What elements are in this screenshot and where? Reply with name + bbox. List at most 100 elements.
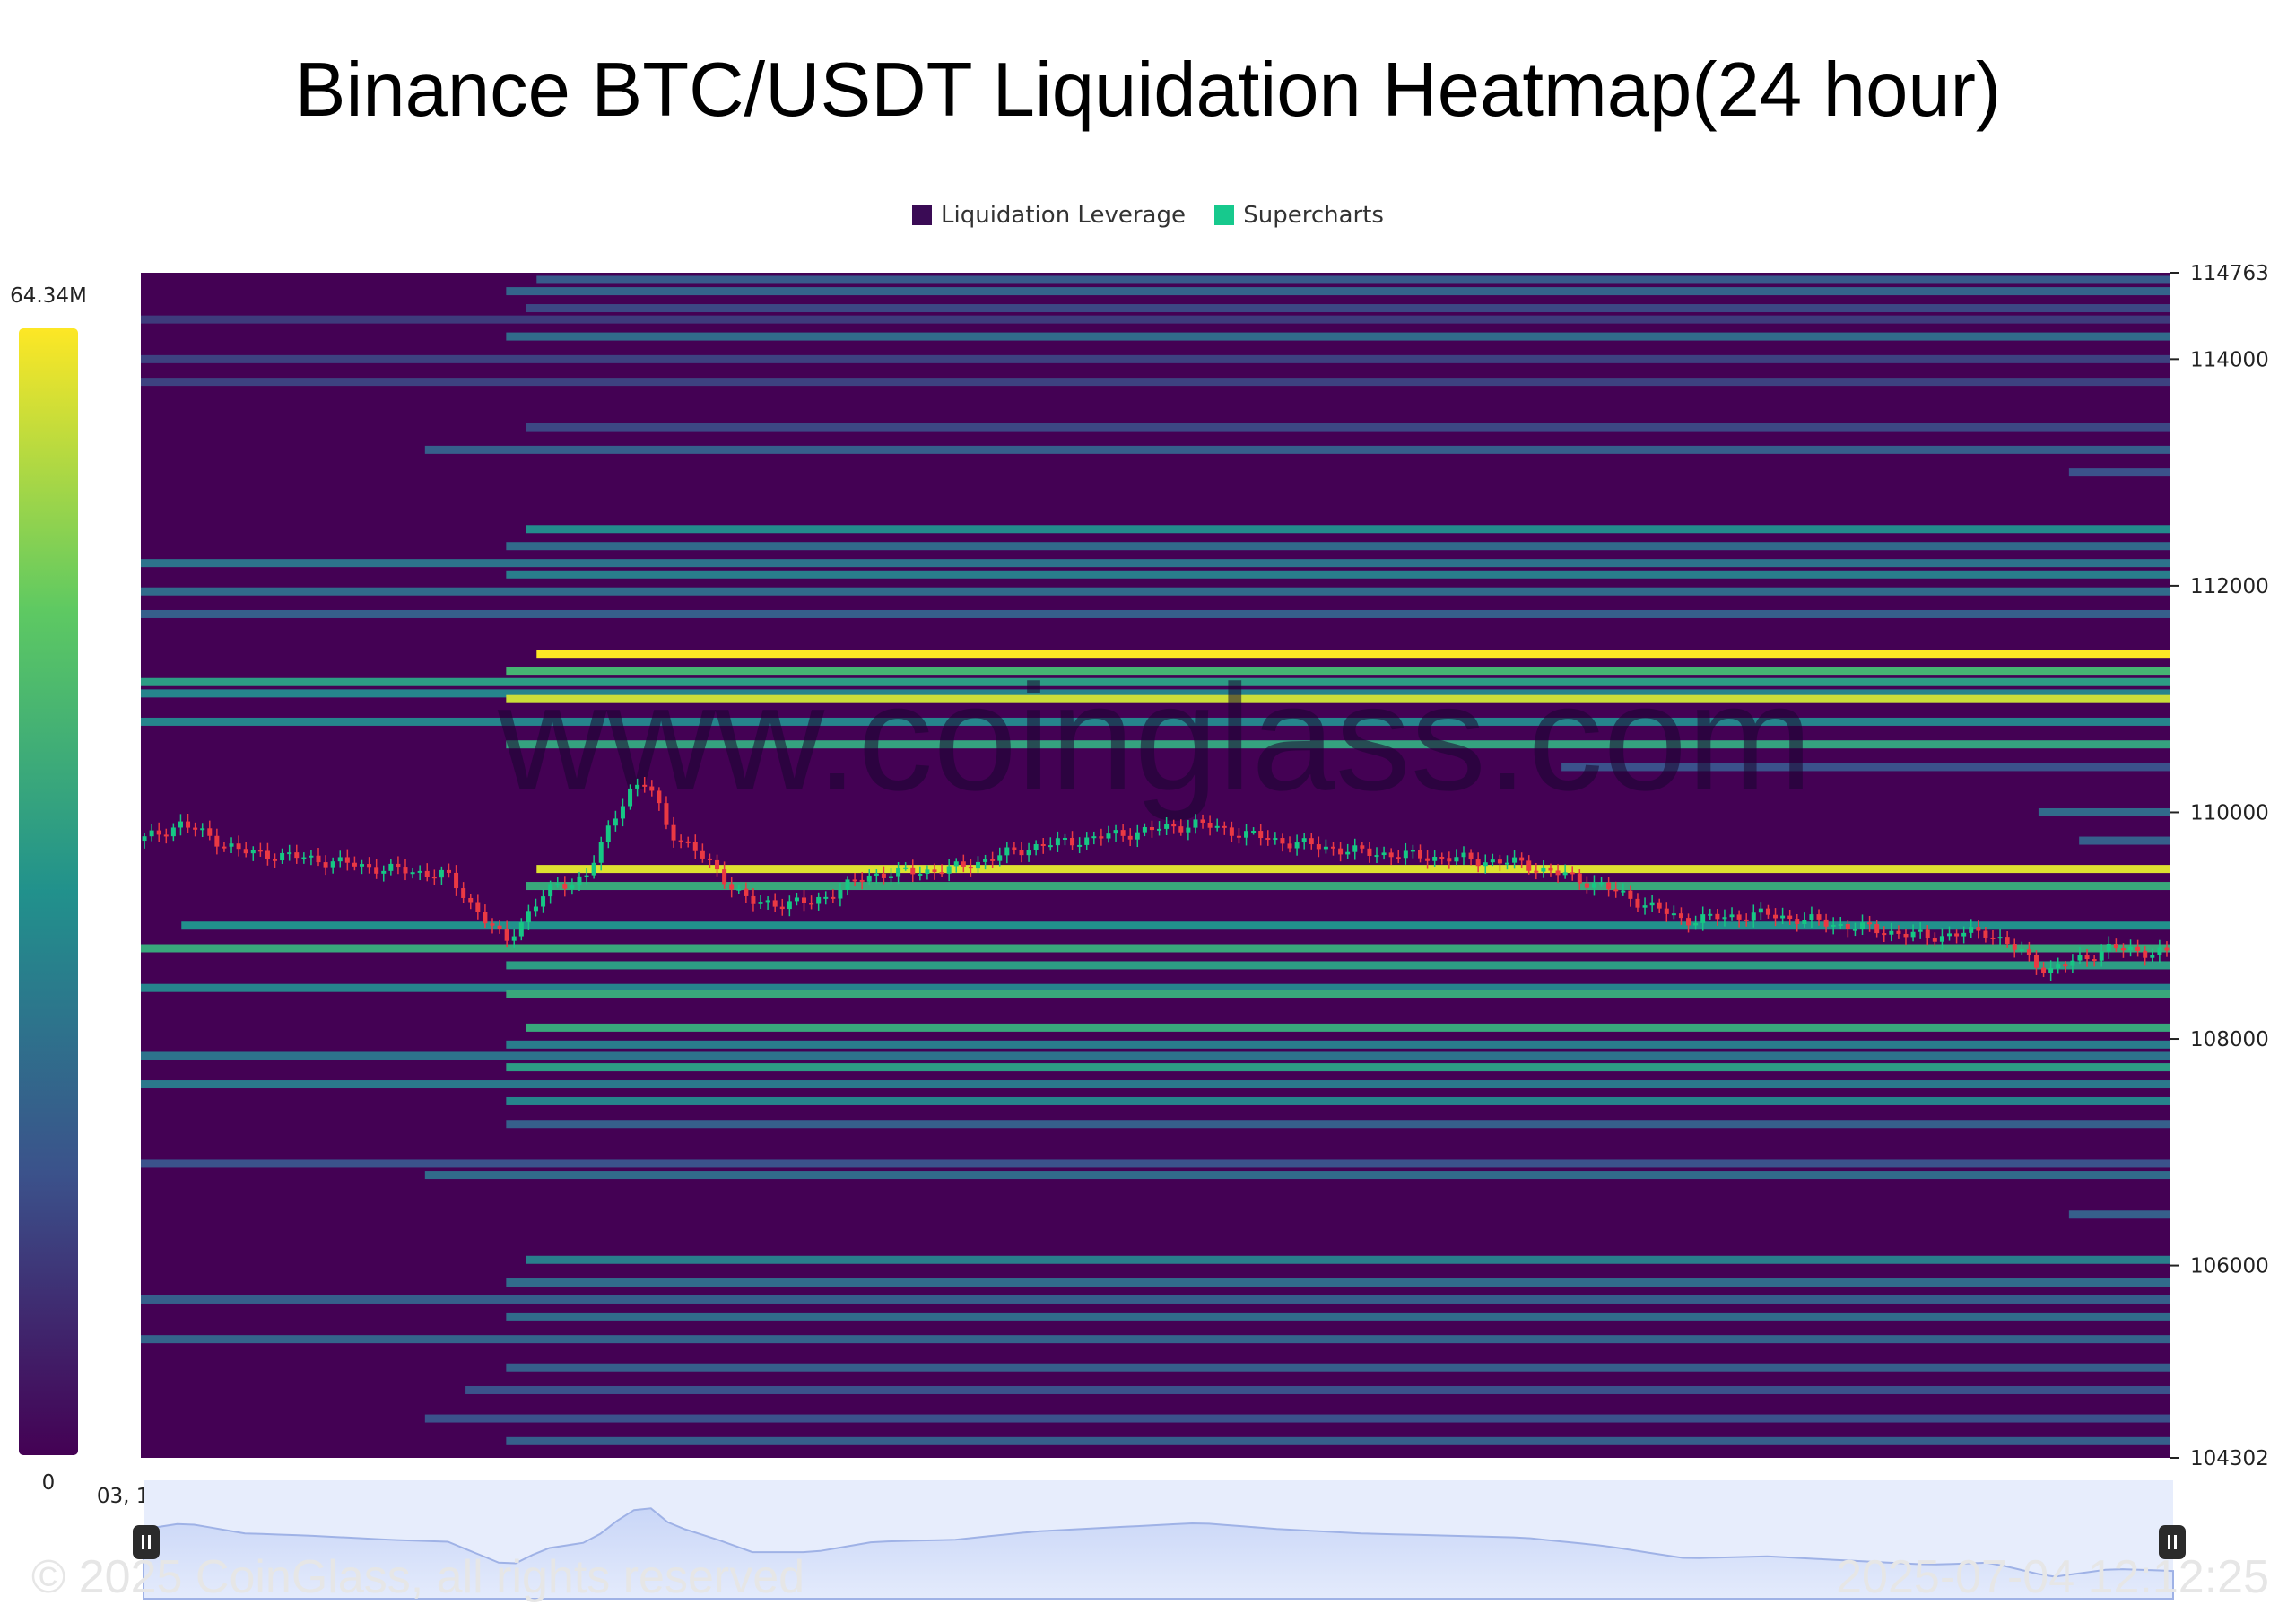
heatmap-band-21: [141, 717, 2170, 726]
watermark: www.coinglass.com: [497, 653, 1813, 822]
heatmap-band-4: [506, 332, 2170, 341]
candle-112: [953, 858, 959, 873]
candle-167: [1352, 838, 1358, 860]
candle-157: [1280, 833, 1285, 852]
candle-277: [2150, 948, 2155, 962]
legend-item-supercharts[interactable]: Supercharts: [1214, 202, 1384, 229]
heatmap-band-45: [141, 1295, 2170, 1304]
candle-86: [765, 896, 770, 910]
candle-172: [1388, 848, 1394, 866]
candle-223: [1758, 902, 1763, 920]
candle-65: [613, 810, 618, 832]
heatmap-band-41: [424, 1171, 2170, 1180]
candle-216: [1708, 908, 1713, 920]
candle-104: [896, 861, 901, 885]
colorbar-min-label: 0: [42, 1471, 56, 1495]
legend-item-liquidation-leverage[interactable]: Liquidation Leverage: [912, 202, 1186, 229]
candle-153: [1251, 827, 1257, 835]
heatmap-band-50: [424, 1414, 2170, 1423]
candle-274: [2128, 939, 2134, 957]
candle-276: [2143, 946, 2148, 966]
candle-192: [1534, 863, 1539, 880]
heatmap-band-16: [536, 650, 2171, 659]
heatmap-band-20: [506, 694, 2170, 703]
candle-258: [2012, 938, 2017, 958]
candle-180: [1447, 851, 1452, 869]
candle-43: [454, 865, 459, 896]
candle-221: [1744, 913, 1749, 927]
candle-87: [772, 893, 778, 912]
candle-229: [1802, 912, 1807, 928]
candle-108: [925, 865, 930, 880]
candle-42: [446, 863, 451, 878]
candle-8: [200, 823, 205, 838]
heatmap-band-23: [1561, 763, 2170, 772]
heatmap-band-15: [141, 609, 2170, 618]
heatmap-band-12: [141, 559, 2170, 568]
candle-246: [1925, 925, 1930, 946]
heatmap-band-6: [141, 378, 2170, 387]
candle-47: [483, 904, 488, 929]
heatmap-band-42: [2068, 1210, 2170, 1219]
candle-198: [1577, 869, 1582, 890]
candle-205: [1628, 885, 1633, 907]
candle-39: [424, 863, 430, 882]
heatmap-band-24: [2038, 807, 2170, 816]
candle-267: [2077, 946, 2083, 964]
candle-165: [1338, 842, 1344, 862]
candle-199: [1584, 876, 1589, 894]
candle-93: [816, 892, 822, 911]
candle-118: [997, 847, 1003, 867]
candle-92: [809, 895, 814, 910]
candle-227: [1787, 909, 1793, 925]
heatmap-band-5: [141, 354, 2170, 363]
candle-201: [1599, 877, 1605, 887]
candle-220: [1736, 910, 1742, 928]
candle-148: [1214, 818, 1220, 832]
heatmap-band-28: [181, 921, 2170, 930]
candle-9: [207, 820, 213, 841]
candle-263: [2048, 960, 2054, 981]
time-navigator[interactable]: [133, 1480, 2186, 1600]
candle-48: [490, 918, 495, 934]
navigator-right-handle[interactable]: [2159, 1525, 2186, 1559]
candle-58: [562, 876, 568, 897]
candle-52: [518, 918, 524, 941]
y-tick-label: 114000: [2190, 348, 2269, 371]
candle-254: [1983, 927, 1988, 943]
candle-159: [1294, 834, 1300, 856]
candle-239: [1874, 920, 1880, 938]
heatmap-band-34: [506, 1040, 2170, 1049]
candle-242: [1896, 925, 1901, 939]
candle-173: [1396, 850, 1401, 864]
candle-17: [265, 842, 270, 866]
candle-45: [468, 894, 474, 910]
candle-130: [1084, 832, 1090, 850]
candle-213: [1686, 913, 1692, 933]
candle-105: [903, 862, 909, 871]
copyright-text: © 2025 CoinGlass, all rights reserved: [31, 1551, 805, 1603]
candle-174: [1403, 842, 1408, 865]
candle-13: [236, 835, 241, 857]
heatmap-band-10: [526, 525, 2170, 534]
heatmap-band-51: [506, 1436, 2170, 1445]
candle-272: [2113, 938, 2118, 952]
candle-251: [1961, 926, 1967, 944]
heatmap-band-39: [506, 1120, 2170, 1129]
candle-183: [1468, 849, 1474, 866]
candle-228: [1795, 914, 1800, 932]
heatmap-band-7: [526, 423, 2170, 432]
candle-241: [1889, 922, 1894, 942]
candle-35: [396, 856, 401, 875]
candle-164: [1331, 842, 1336, 856]
candle-88: [779, 898, 785, 916]
candle-150: [1229, 821, 1234, 842]
candle-2: [156, 822, 161, 842]
candle-231: [1816, 909, 1822, 926]
navigator-left-handle[interactable]: [133, 1525, 160, 1559]
candle-31: [367, 857, 372, 874]
candle-191: [1526, 855, 1532, 875]
candle-38: [417, 865, 422, 881]
candle-89: [787, 895, 792, 917]
